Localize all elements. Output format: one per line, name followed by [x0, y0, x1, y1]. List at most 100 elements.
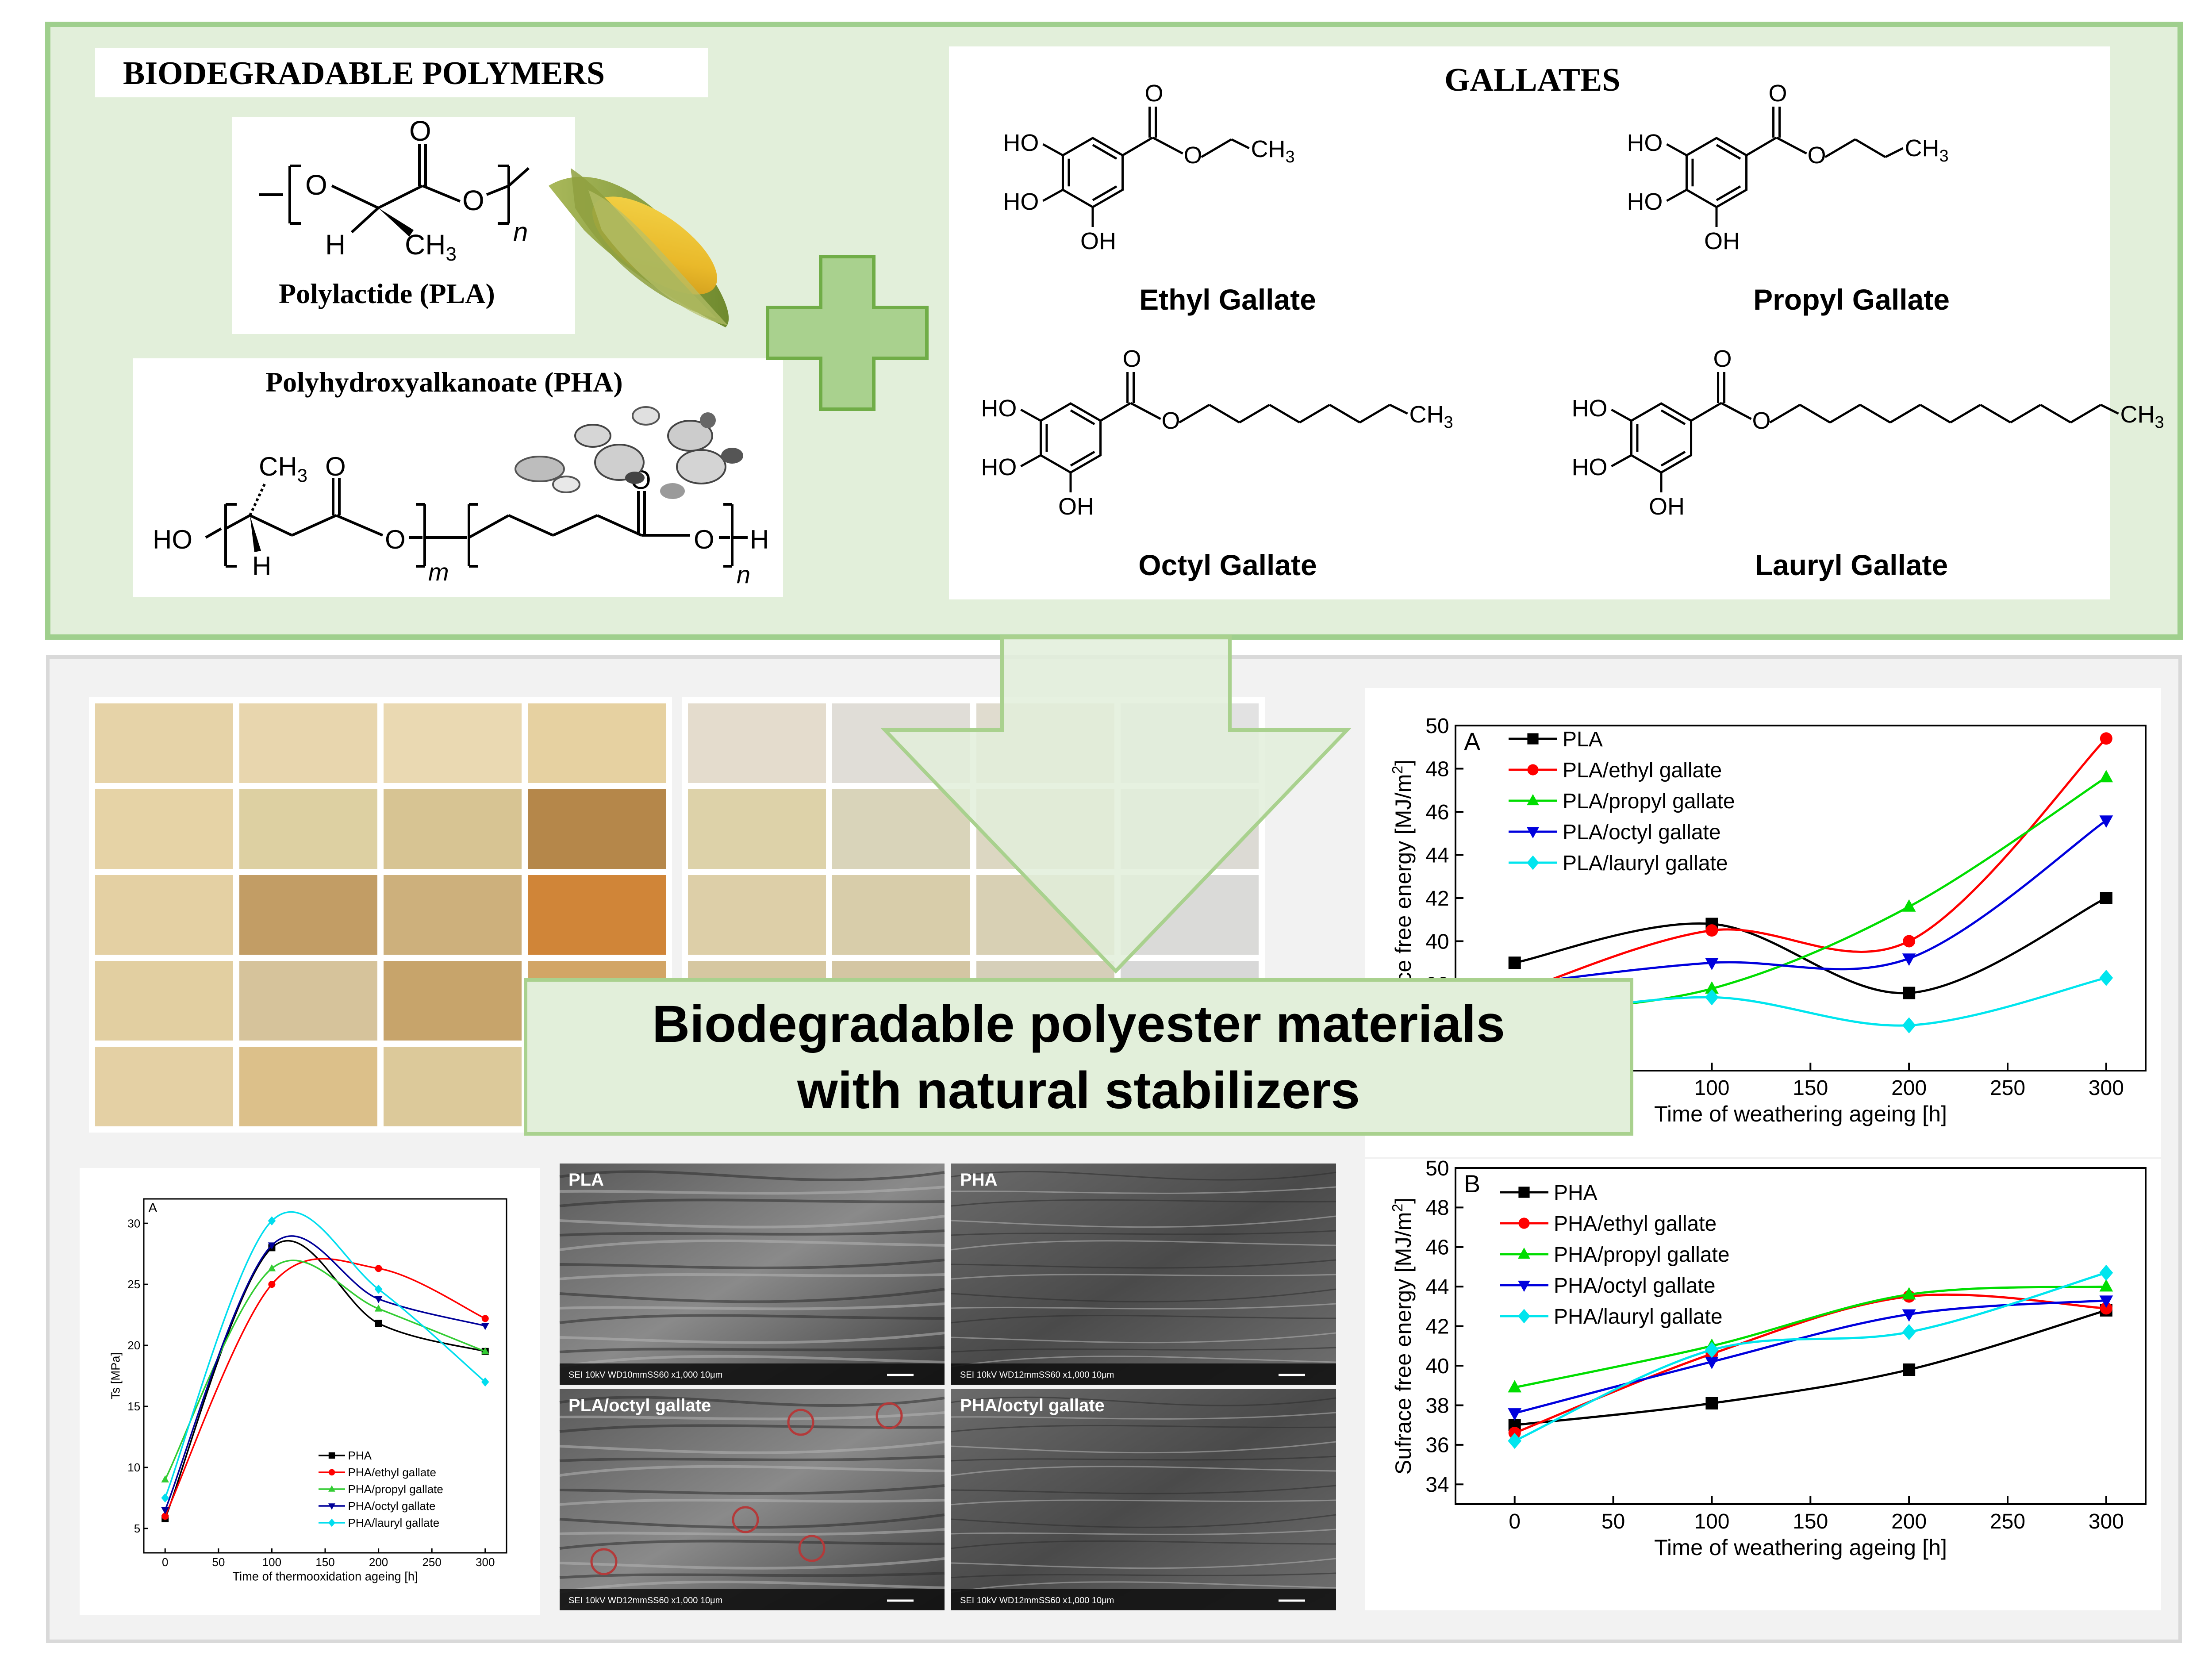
svg-text:HO: HO — [1003, 188, 1039, 215]
legend-label: PHA — [348, 1449, 372, 1462]
y-tick-label: 40 — [1425, 930, 1449, 953]
legend-label: PLA/lauryl gallate — [1563, 852, 1728, 875]
data-point — [481, 1323, 489, 1330]
data-point — [1527, 794, 1539, 806]
x-tick-label: 200 — [369, 1555, 388, 1569]
legend-label: PHA/propyl gallate — [348, 1482, 443, 1496]
series-line — [1514, 897, 2107, 995]
color-swatch — [239, 789, 377, 869]
data-point — [1902, 1017, 1916, 1033]
data-point — [2099, 815, 2113, 828]
x-tick-label: 0 — [1509, 1510, 1521, 1533]
gallate-structure-2: O O CH3 HO HO OH Propyl Gallate — [1627, 80, 1949, 316]
highlight-circle — [590, 1548, 618, 1575]
color-swatch — [95, 789, 233, 869]
sem-label: PHA — [960, 1170, 997, 1190]
y-tick-label: 25 — [127, 1278, 140, 1291]
series-line — [164, 1211, 486, 1498]
x-tick-label: 150 — [315, 1555, 334, 1569]
plot-frame — [1455, 1167, 2147, 1505]
color-swatch — [832, 789, 970, 869]
svg-text:OH: OH — [1704, 228, 1740, 254]
svg-text:O: O — [305, 169, 327, 201]
y-tick-label: 10 — [127, 1461, 140, 1474]
gallate-structure-1: O O CH3 HO HO OH Ethyl Gallate — [1003, 80, 1316, 316]
x-tick-label: 200 — [1891, 1510, 1927, 1533]
legend-label: PHA/octyl gallate — [348, 1499, 436, 1513]
svg-text:CH3: CH3 — [1251, 136, 1295, 166]
svg-text:O: O — [385, 525, 406, 554]
svg-text:m: m — [428, 558, 449, 586]
legend-label: PHA/ethyl gallate — [1554, 1212, 1717, 1236]
data-point — [1508, 956, 1521, 969]
center-banner — [524, 978, 1633, 1136]
legend-label: PHA/lauryl gallate — [348, 1516, 440, 1529]
svg-text:HO: HO — [1627, 130, 1663, 156]
y-tick-label: 34 — [1425, 1473, 1449, 1497]
legend-label: PLA/propyl gallate — [1563, 790, 1735, 813]
polymers-title: BIODEGRADABLE POLYMERS — [123, 55, 605, 92]
data-point — [1902, 953, 1916, 966]
data-point — [481, 1377, 489, 1387]
legend-label: PHA — [1554, 1181, 1598, 1205]
color-swatch — [832, 875, 970, 955]
svg-text:O: O — [1808, 142, 1826, 169]
data-point — [1508, 1408, 1522, 1421]
data-point — [481, 1315, 489, 1322]
data-point — [1527, 855, 1539, 870]
data-point — [161, 1513, 169, 1520]
highlight-circle — [787, 1409, 814, 1436]
svg-text:OH: OH — [1058, 493, 1094, 520]
series-line — [164, 1260, 486, 1480]
data-point — [2100, 732, 2112, 745]
x-tick-label: 250 — [1990, 1510, 2025, 1533]
svg-text:OH: OH — [1649, 493, 1685, 520]
plus-sign — [766, 255, 929, 411]
svg-text:n: n — [513, 217, 528, 247]
chart-tensile-strength-pha: 0 50 100 150 200 250 300 5 10 15 20 25 30 Time of the… — [80, 1168, 540, 1615]
banner-line-1: Biodegradable polyester materials — [652, 995, 1505, 1053]
svg-text:O: O — [325, 452, 346, 481]
color-swatch — [95, 703, 233, 783]
color-swatch — [239, 875, 377, 955]
legend-label: PHA/ethyl gallate — [348, 1466, 436, 1479]
color-swatch — [384, 1047, 522, 1126]
x-tick-label: 50 — [212, 1555, 225, 1569]
series-line — [164, 1235, 486, 1511]
data-point — [1705, 1356, 1719, 1369]
legend-label: PHA/lauryl gallate — [1554, 1305, 1723, 1329]
data-point — [1902, 1287, 1916, 1300]
y-tick-label: 46 — [1425, 1236, 1449, 1260]
svg-text:O: O — [1769, 80, 1787, 107]
data-point — [1527, 827, 1539, 839]
y-tick-label: 15 — [127, 1400, 140, 1413]
pha-granules-illustration — [515, 406, 743, 499]
y-axis-label: Sufrace free energy [MJ/m2] — [1390, 1198, 1416, 1475]
pla-structure: O O O H CH3 n Polylactide (PLA) — [232, 115, 575, 334]
y-tick-label: 30 — [127, 1217, 140, 1230]
x-axis-label: Time of weathering ageing [h] — [1654, 1535, 1947, 1560]
svg-text:n: n — [737, 561, 750, 588]
x-tick-label: 300 — [2089, 1076, 2124, 1100]
gallates-title: GALLATES — [1444, 62, 1621, 98]
y-tick-label: 48 — [1425, 757, 1449, 781]
gallates-box — [949, 46, 2110, 599]
svg-text:OH: OH — [1080, 228, 1116, 254]
color-swatch — [384, 875, 522, 955]
data-point — [328, 1503, 335, 1510]
data-point — [268, 1264, 276, 1271]
legend-label: PLA/ethyl gallate — [1563, 759, 1722, 782]
x-tick-label: 300 — [476, 1555, 495, 1569]
sem-image: SEI 10kV WD12mmSS60 x1,000 10μm PHA/octyl… — [951, 1389, 1336, 1610]
data-point — [328, 1485, 335, 1492]
chart-surface-energy-pha: 0 50 100 150 200 250 300 34 36 38 40 42 44 46 48 50 Time… — [1365, 1157, 2161, 1610]
color-swatch — [384, 961, 522, 1041]
y-tick-label: 44 — [1425, 1275, 1449, 1299]
x-tick-label: 150 — [1793, 1510, 1828, 1533]
sem-label: PHA/octyl gallate — [960, 1396, 1105, 1415]
chart-background — [80, 1168, 540, 1615]
legend-label: PHA/octyl gallate — [1554, 1274, 1716, 1298]
x-tick-label: 300 — [2089, 1510, 2124, 1533]
data-point — [1903, 935, 1916, 948]
